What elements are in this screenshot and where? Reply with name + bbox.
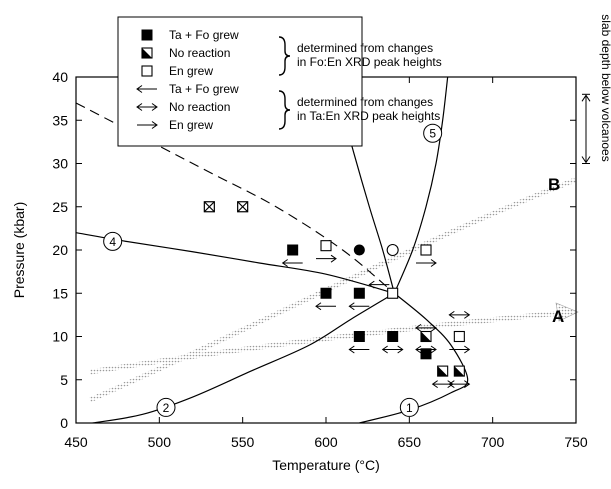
data-arrow-14 xyxy=(448,380,471,389)
extra-arrow-1 xyxy=(448,310,471,319)
data-point-3 xyxy=(386,243,399,257)
curve-label-5: 5 xyxy=(423,123,443,143)
legend-symbol-3 xyxy=(136,85,157,93)
extra-arrow-0 xyxy=(415,323,437,332)
x-tick-label-1: 500 xyxy=(148,434,172,450)
y-tick-label-8: 40 xyxy=(52,69,68,85)
data-point-6 xyxy=(353,287,365,299)
curve-4 xyxy=(76,232,395,294)
data-arrow-9 xyxy=(381,345,404,354)
data-point-5 xyxy=(320,287,332,299)
legend-symbol-5 xyxy=(137,121,158,129)
data-point-15 xyxy=(203,201,215,213)
y-tick-label-1: 5 xyxy=(60,372,68,388)
data-arrow-4 xyxy=(416,259,437,267)
legend-label-5: En grew xyxy=(169,118,213,132)
data-point-11 xyxy=(453,330,465,343)
legend-symbol-0 xyxy=(141,29,153,41)
data-arrow-0 xyxy=(281,259,303,267)
data-point-1 xyxy=(320,240,332,252)
data-point-7 xyxy=(387,287,399,299)
data-arrow-8 xyxy=(348,345,370,354)
data-point-9 xyxy=(387,331,399,342)
svg-text:5: 5 xyxy=(429,127,436,141)
legend-label-1: No reaction xyxy=(169,46,230,60)
x-tick-label-4: 650 xyxy=(398,434,422,450)
legend-label-3: Ta + Fo grew xyxy=(169,82,239,96)
legend-note-2b: in Ta:En XRD peak heights xyxy=(297,109,440,123)
y-tick-label-6: 30 xyxy=(52,156,68,172)
curve-label-4: 4 xyxy=(103,231,123,251)
data-arrow-1 xyxy=(316,254,337,263)
legend-label-4: No reaction xyxy=(169,100,230,114)
x-tick-label-5: 700 xyxy=(481,434,505,450)
data-points xyxy=(203,201,465,377)
legend-symbol-1 xyxy=(141,47,153,59)
data-point-12 xyxy=(420,348,432,360)
y-tick-label-0: 0 xyxy=(60,415,68,431)
x-axis-label: Temperature (°C) xyxy=(272,457,380,473)
y-tick-labels: 0 5 10 15 20 25 30 35 40 xyxy=(52,69,68,431)
data-arrow-6 xyxy=(348,302,370,311)
reaction-curves xyxy=(76,77,469,423)
data-point-16 xyxy=(237,201,249,213)
slab-depth-label: slab depth below volcanoes xyxy=(599,14,611,161)
data-point-2 xyxy=(353,244,365,256)
svg-text:1: 1 xyxy=(406,401,413,415)
curve-2 xyxy=(92,292,395,423)
y-tick-label-2: 10 xyxy=(52,329,68,345)
x-tick-labels: 450 500 550 600 650 700 750 xyxy=(64,434,588,450)
y-tick-label-4: 20 xyxy=(52,242,68,258)
extra-arrow-2 xyxy=(368,280,390,289)
legend-symbol-4 xyxy=(136,103,158,111)
svg-text:4: 4 xyxy=(109,235,116,249)
x-tick-label-0: 450 xyxy=(64,434,88,450)
curve-label-2: 2 xyxy=(156,397,176,417)
curve-5 xyxy=(393,77,449,294)
path-label-b: B xyxy=(548,175,560,194)
legend-note-2a: determined from changes xyxy=(297,95,433,109)
legend-symbol-2 xyxy=(141,65,153,77)
legend-note-1a: determined from changes xyxy=(297,41,433,55)
data-point-14 xyxy=(453,365,465,377)
legend: Ta + Fo grew No reaction En grew Ta + Fo… xyxy=(117,16,442,147)
y-tick-label-7: 35 xyxy=(52,112,68,128)
x-tick-label-3: 600 xyxy=(314,434,338,450)
data-point-4 xyxy=(420,244,432,256)
path-b xyxy=(88,177,576,403)
x-tick-label-2: 550 xyxy=(231,434,255,450)
legend-note-1b: in Fo:En XRD peak heights xyxy=(297,55,442,69)
data-point-13 xyxy=(437,365,449,377)
data-point-8 xyxy=(353,331,365,342)
svg-text:2: 2 xyxy=(163,401,170,415)
legend-label-0: Ta + Fo grew xyxy=(169,28,239,42)
data-point-10 xyxy=(420,330,432,343)
slab-depth-bracket xyxy=(581,93,591,164)
data-arrows xyxy=(281,254,471,389)
path-a xyxy=(89,302,579,375)
curve-label-1: 1 xyxy=(399,397,419,417)
y-axis-label: Pressure (kbar) xyxy=(11,202,27,298)
data-arrow-10 xyxy=(415,345,437,354)
data-arrow-11 xyxy=(449,345,471,354)
x-tick-label-6: 750 xyxy=(564,434,588,450)
legend-label-2: En grew xyxy=(169,64,213,78)
data-point-0 xyxy=(287,244,299,256)
data-arrow-5 xyxy=(315,302,336,311)
y-tick-label-3: 15 xyxy=(52,285,68,301)
legend-symbols xyxy=(136,29,158,129)
y-tick-label-5: 25 xyxy=(52,199,68,215)
legend-brace-1 xyxy=(278,36,291,76)
legend-brace-2 xyxy=(278,90,291,130)
path-label-a: A xyxy=(552,307,564,326)
